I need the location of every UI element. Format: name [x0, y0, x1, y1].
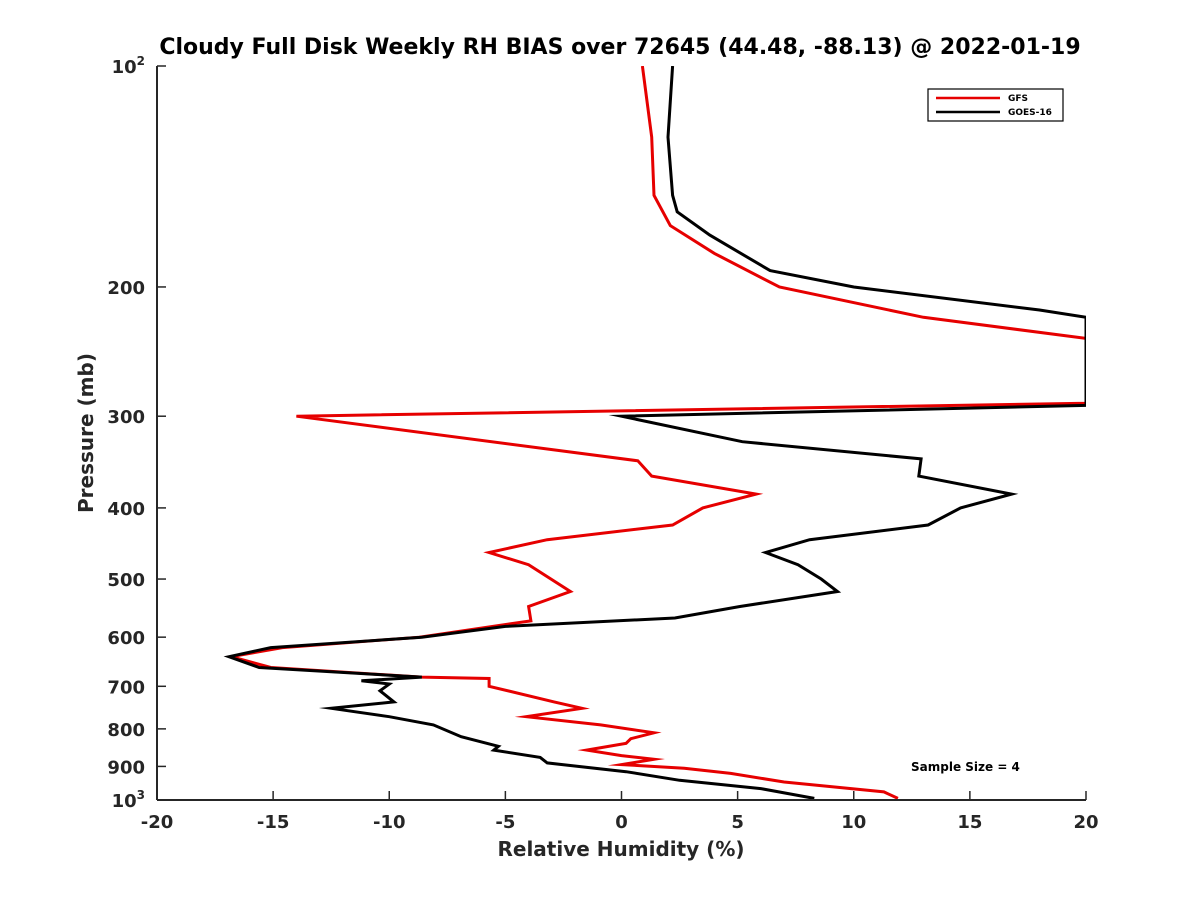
y-tick-label: 700: [107, 677, 145, 698]
y-tick-label: 600: [107, 628, 145, 649]
y-tick-label: 900: [107, 757, 145, 778]
x-tick-label: 15: [957, 812, 982, 833]
legend-label: GFS: [1008, 94, 1028, 104]
y-axis-label: Pressure (mb): [74, 353, 98, 513]
series-layer: [223, 66, 1086, 800]
x-tick-label: -5: [495, 812, 515, 833]
x-tick-label: 20: [1073, 812, 1098, 833]
y-tick-label: 103: [112, 788, 145, 812]
legend-label: GOES-16: [1008, 108, 1052, 118]
x-tick-label: -20: [141, 812, 174, 833]
sample-size-annotation: Sample Size = 4: [911, 760, 1020, 774]
y-tick-label: 800: [107, 720, 145, 741]
series-line-goes-16: [223, 66, 1086, 800]
x-tick-label: 10: [841, 812, 866, 833]
x-tick-label: 0: [615, 812, 628, 833]
y-tick-label: 500: [107, 570, 145, 591]
x-tick-label: 5: [731, 812, 744, 833]
y-tick-label: 400: [107, 499, 145, 520]
axes: [156, 65, 1087, 801]
x-axis-label: Relative Humidity (%): [497, 837, 744, 861]
x-tick-label: -15: [257, 812, 290, 833]
legend: GFS GOES-16: [927, 88, 1064, 122]
chart-title: Cloudy Full Disk Weekly RH BIAS over 726…: [159, 35, 1080, 60]
y-tick-label: 300: [107, 407, 145, 428]
y-tick-label: 102: [112, 54, 145, 78]
legend-box: [927, 88, 1064, 122]
tick-labels: -20 -15 -10 -5 0 5 10 15 20 102 200 300 400 500 600 700…: [107, 54, 1098, 833]
y-tick-label: 200: [107, 278, 145, 299]
x-tick-label: -10: [373, 812, 406, 833]
